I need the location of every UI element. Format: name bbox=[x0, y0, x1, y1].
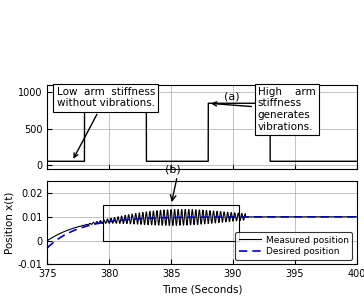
Measured position bbox=[355, 215, 359, 219]
Desired position bbox=[106, 220, 110, 223]
Measured position bbox=[45, 239, 50, 243]
Desired position bbox=[64, 233, 68, 236]
Text: High    arm
stiffness
generates
vibrations.: High arm stiffness generates vibrations. bbox=[213, 87, 316, 132]
Measured position bbox=[47, 238, 51, 242]
Desired position bbox=[338, 215, 343, 219]
Bar bbox=[103, 205, 239, 241]
Desired position bbox=[197, 215, 201, 219]
Measured position bbox=[179, 208, 184, 211]
Legend: Measured position, Desired position: Measured position, Desired position bbox=[235, 232, 352, 260]
Line: Measured position: Measured position bbox=[47, 209, 357, 241]
Desired position bbox=[58, 236, 62, 240]
Text: (b): (b) bbox=[165, 164, 181, 174]
Line: Desired position: Desired position bbox=[47, 217, 357, 248]
Desired position bbox=[355, 215, 359, 219]
Measured position bbox=[58, 232, 62, 235]
Text: Low  arm  stiffness
without vibrations.: Low arm stiffness without vibrations. bbox=[57, 87, 155, 157]
Measured position bbox=[106, 218, 110, 222]
Desired position bbox=[45, 246, 50, 250]
X-axis label: Time (Seconds): Time (Seconds) bbox=[162, 285, 242, 295]
Measured position bbox=[338, 215, 343, 219]
Measured position bbox=[197, 214, 201, 217]
Desired position bbox=[47, 245, 51, 248]
Text: (a): (a) bbox=[223, 92, 239, 102]
Y-axis label: Position x(t): Position x(t) bbox=[5, 192, 15, 254]
Measured position bbox=[64, 229, 68, 233]
